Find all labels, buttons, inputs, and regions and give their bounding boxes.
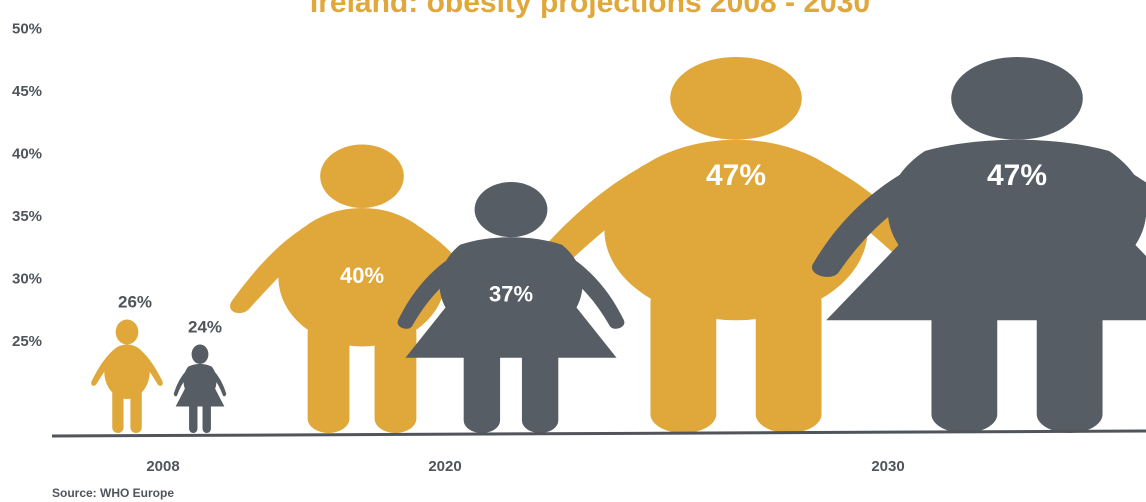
data-label: 40% [340, 263, 384, 288]
data-label: 37% [489, 282, 533, 307]
x-axis: 2008 2020 2030 [146, 458, 904, 475]
y-tick-label: 30% [12, 271, 42, 288]
data-label: 47% [706, 159, 766, 192]
chart-title: Ireland: obesity projections 2008 - 2030 [310, 0, 870, 19]
data-label: 47% [987, 159, 1047, 192]
x-tick-label: 2030 [871, 458, 904, 475]
y-tick-label: 35% [12, 208, 42, 225]
x-tick-label: 2008 [146, 458, 179, 475]
data-label: 24% [188, 318, 222, 337]
x-axis-line [51, 429, 1146, 438]
data-label: 26% [118, 293, 152, 312]
x-tick-label: 2020 [428, 458, 461, 475]
male-figure-2008 [91, 319, 163, 433]
figures [91, 57, 1146, 433]
female-figure-2008 [173, 344, 227, 433]
y-tick-label: 50% [12, 21, 42, 38]
y-tick-label: 25% [12, 333, 42, 350]
y-tick-label: 40% [12, 146, 42, 163]
value-labels: 26% 40% 47% 24% 37% 47% [118, 159, 1047, 337]
source-note: Source: WHO Europe [52, 486, 174, 500]
y-axis: 50% 45% 40% 35% 30% 25% [12, 21, 42, 351]
y-tick-label: 45% [12, 83, 42, 100]
male-figure-2030 [528, 57, 944, 433]
